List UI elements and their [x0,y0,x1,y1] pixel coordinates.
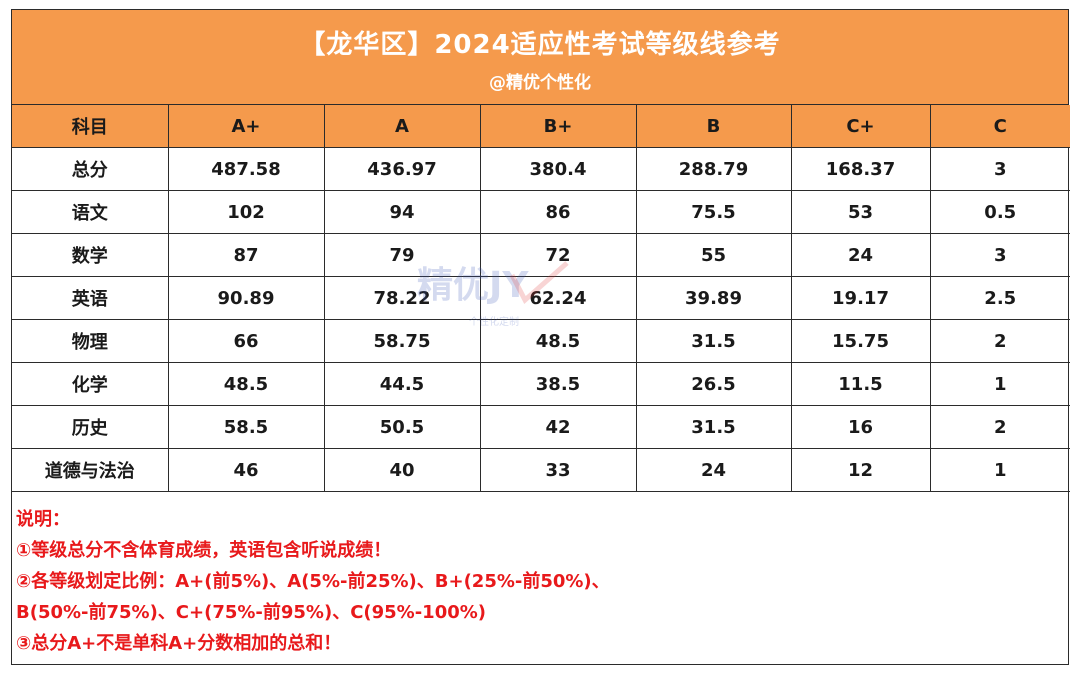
score-cell: 33 [479,448,637,492]
score-cell: 1 [929,448,1070,492]
score-cell: 31.5 [635,405,792,449]
score-cell: 26.5 [635,362,792,406]
score-cell: 72 [479,233,637,277]
subject-cell: 数学 [12,233,169,277]
table-row: 英语 90.89 78.22 62.24 39.89 19.17 2.5 [12,276,1070,320]
note-line: ③总分A+不是单科A+分数相加的总和！ [16,633,342,654]
column-header: B+ [479,105,637,148]
table-header-row: 科目 A+ A B+ B C+ C [12,105,1070,148]
score-cell: 86 [479,190,637,234]
subject-cell: 化学 [12,362,169,406]
table-row: 语文 102 94 86 75.5 53 0.5 [12,190,1070,234]
subject-cell: 物理 [12,319,169,363]
score-cell: 75.5 [635,190,792,234]
grade-card: 【龙华区】2024适应性考试等级线参考 @精优个性化 科目 A+ A B+ B … [11,9,1070,665]
score-cell: 94 [323,190,481,234]
score-cell: 90.89 [167,276,325,320]
score-cell: 0.5 [929,190,1070,234]
column-header: 科目 [12,105,169,148]
title-banner: 【龙华区】2024适应性考试等级线参考 @精优个性化 [12,10,1068,105]
score-cell: 168.37 [790,147,931,191]
score-cell: 3 [929,147,1070,191]
score-cell: 50.5 [323,405,481,449]
column-header: B [635,105,792,148]
score-cell: 2 [929,405,1070,449]
score-cell: 19.17 [790,276,931,320]
note-line: B(50%-前75%)、C+(75%-前95%)、C(95%-100%) [16,602,487,623]
score-cell: 58.75 [323,319,481,363]
score-cell: 31.5 [635,319,792,363]
score-cell: 48.5 [479,319,637,363]
score-cell: 79 [323,233,481,277]
score-cell: 16 [790,405,931,449]
score-cell: 38.5 [479,362,637,406]
score-cell: 42 [479,405,637,449]
score-cell: 102 [167,190,325,234]
score-cell: 46 [167,448,325,492]
score-cell: 12 [790,448,931,492]
score-cell: 15.75 [790,319,931,363]
score-cell: 39.89 [635,276,792,320]
score-cell: 78.22 [323,276,481,320]
page-title: 【龙华区】2024适应性考试等级线参考 [299,30,781,60]
score-cell: 288.79 [635,147,792,191]
table-row: 物理 66 58.75 48.5 31.5 15.75 2 [12,319,1070,363]
score-cell: 24 [635,448,792,492]
score-cell: 40 [323,448,481,492]
column-header: A+ [167,105,325,148]
score-cell: 44.5 [323,362,481,406]
subject-cell: 英语 [12,276,169,320]
note-line: ②各等级划定比例：A+(前5%)、A(5%-前25%)、B+(25%-前50%)… [16,571,610,592]
score-cell: 62.24 [479,276,637,320]
subject-cell: 历史 [12,405,169,449]
score-cell: 53 [790,190,931,234]
column-header: C [929,105,1070,148]
score-cell: 48.5 [167,362,325,406]
subject-cell: 总分 [12,147,169,191]
table-row: 道德与法治 46 40 33 24 12 1 [12,448,1070,492]
score-cell: 487.58 [167,147,325,191]
score-cell: 1 [929,362,1070,406]
score-cell: 55 [635,233,792,277]
subject-cell: 道德与法治 [12,448,169,492]
table-row: 总分 487.58 436.97 380.4 288.79 168.37 3 [12,147,1070,191]
score-cell: 11.5 [790,362,931,406]
score-cell: 58.5 [167,405,325,449]
column-header: C+ [790,105,931,148]
score-cell: 2.5 [929,276,1070,320]
table-row: 历史 58.5 50.5 42 31.5 16 2 [12,405,1070,449]
score-cell: 380.4 [479,147,637,191]
page-subtitle: @精优个性化 [489,73,591,93]
table-row: 化学 48.5 44.5 38.5 26.5 11.5 1 [12,362,1070,406]
score-cell: 2 [929,319,1070,363]
score-cell: 66 [167,319,325,363]
score-cell: 87 [167,233,325,277]
subject-cell: 语文 [12,190,169,234]
score-cell: 24 [790,233,931,277]
notes-heading: 说明： [16,509,70,530]
table-row: 数学 87 79 72 55 24 3 [12,233,1070,277]
score-cell: 436.97 [323,147,481,191]
column-header: A [323,105,481,148]
grade-table: 科目 A+ A B+ B C+ C 总分 487.58 436.97 380.4… [12,105,1070,492]
notes-section: 说明： ①等级总分不含体育成绩，英语包含听说成绩！ ②各等级划定比例：A+(前5… [16,504,1064,659]
score-cell: 3 [929,233,1070,277]
note-line: ①等级总分不含体育成绩，英语包含听说成绩！ [16,540,392,561]
